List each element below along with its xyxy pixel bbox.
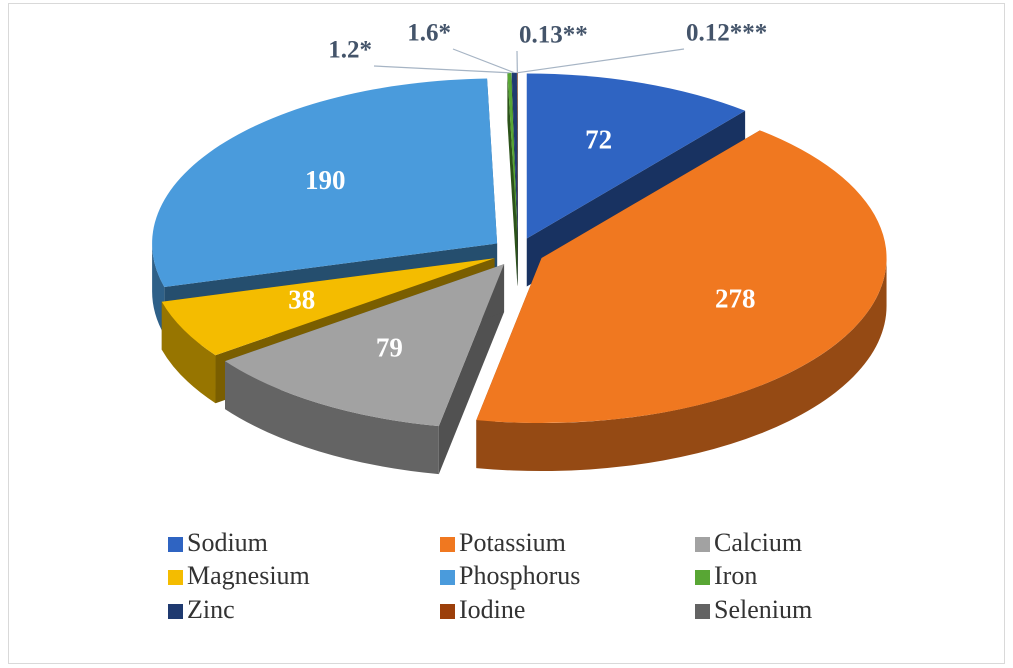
legend-swatch <box>695 604 710 619</box>
pie-slice <box>517 72 518 286</box>
legend-label: Iodine <box>459 595 525 624</box>
legend-swatch <box>695 570 710 585</box>
slice-top <box>511 72 518 238</box>
legend-swatch <box>695 537 710 552</box>
legend-label: Selenium <box>714 595 812 624</box>
data-label: 72 <box>585 124 612 154</box>
legend-swatch <box>168 604 183 619</box>
legend-swatch <box>168 537 183 552</box>
legend-label: Zinc <box>187 595 235 624</box>
legend-label: Calcium <box>714 528 802 557</box>
slice-top <box>152 78 498 288</box>
slice-edge <box>517 72 518 286</box>
data-label: 278 <box>715 284 756 314</box>
leader-line <box>517 48 685 74</box>
data-label: 1.2* <box>328 37 372 64</box>
slice-top <box>507 72 518 238</box>
slice-top <box>517 72 518 238</box>
leader-line <box>373 65 510 74</box>
slice-edge <box>507 72 518 286</box>
data-label: 190 <box>305 165 346 195</box>
legend-swatch <box>168 570 183 585</box>
data-label: 79 <box>376 333 403 363</box>
data-label: 0.12*** <box>686 20 767 47</box>
legend-label: Magnesium <box>187 561 310 590</box>
data-label: 38 <box>288 285 315 315</box>
legend-label: Potassium <box>459 528 566 557</box>
slice-side <box>152 243 165 336</box>
leader-line <box>452 48 515 74</box>
slice-top <box>526 73 746 239</box>
pie-slice <box>225 264 505 475</box>
pie-slice <box>476 130 887 472</box>
slice-side <box>161 301 216 404</box>
legend-label: Phosphorus <box>459 561 580 590</box>
slice-side <box>225 361 439 475</box>
pie-slice <box>507 72 518 286</box>
legend-swatch <box>440 570 455 585</box>
data-label: 1.6* <box>407 20 451 47</box>
legend-label: Sodium <box>187 528 268 557</box>
slice-top <box>161 258 495 356</box>
legend-swatch <box>440 537 455 552</box>
slice-top <box>476 130 887 424</box>
legend-swatch <box>440 604 455 619</box>
legend-label: Iron <box>714 561 757 590</box>
slice-side <box>476 258 887 472</box>
data-label: 0.13** <box>519 22 588 49</box>
slice-top <box>225 264 505 427</box>
